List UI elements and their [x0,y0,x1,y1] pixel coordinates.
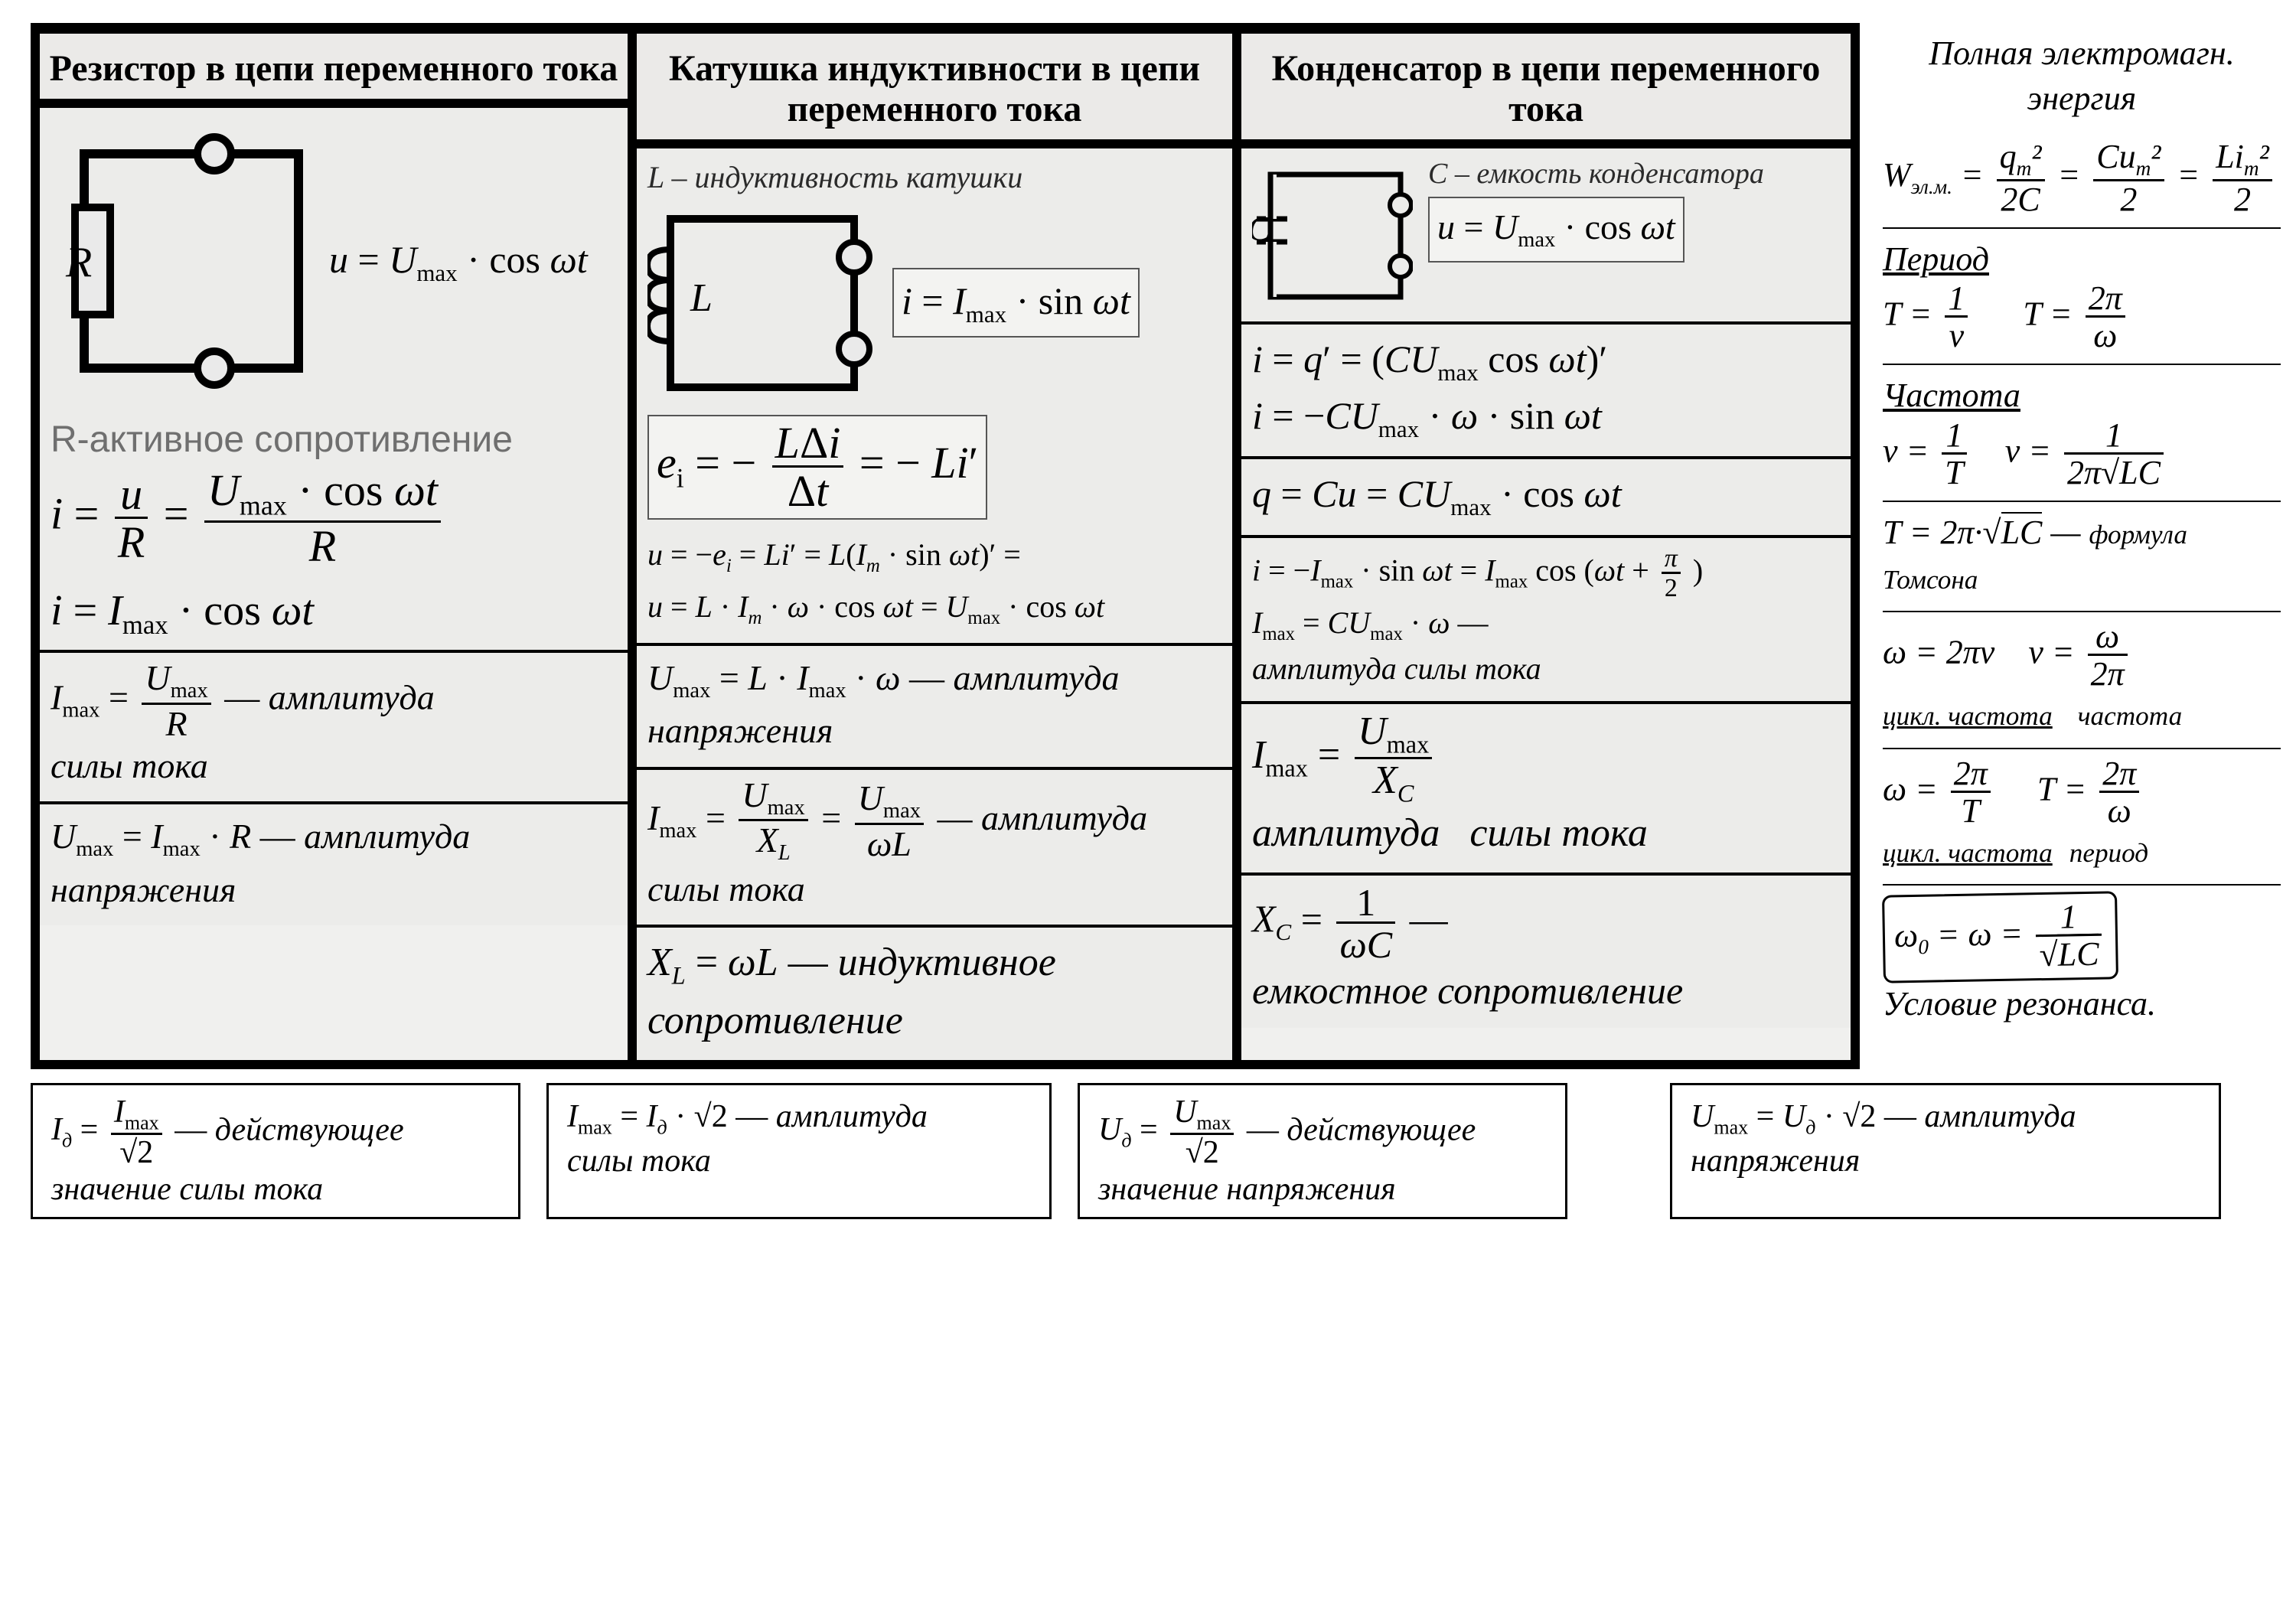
bottom-strip: Iд = Imax√2 — действующее значение силы … [31,1083,2265,1219]
cap-u-box: u = Umax · cos ωt [1428,197,1684,262]
resistor-Umax: Umax = Imax · R — амплитуда напряжения [40,804,628,925]
th-inductor: Катушка индуктивности в цепи переменного… [637,34,1232,148]
cap-diagram: С С – емкость конденсатора u = Umax · co… [1241,148,1851,325]
resistor-body: R u = Umax · cos ωt R-активное сопротивл… [40,108,628,654]
cap-XC: XC = 1ωC — емкостное сопротивление [1241,876,1851,1028]
side-energy: Wэл.м. = qm²2C = Cum²2 = Lim²2 [1883,132,2281,229]
side-thomson: T = 2π·√LC — формулаТомсона [1883,502,2281,613]
col-capacitor: Конденсатор в цепи переменного тока С [1241,34,1851,1060]
inductor-i-box: i = Imax · sin ωt [892,268,1140,337]
th-resistor: Резистор в цепи переменного тока [40,34,628,108]
resistor-i-eq2: i = Imax · cos ωt [51,581,617,644]
side-wcycl: ω = 2πν ν = ω2π цикл. частота частота [1883,612,2281,749]
circuit-resistor: R [61,131,321,391]
side-reson: ω0 = ω = 1√LC Условие резонанса. [1883,886,2281,1037]
side-title: Полная электромагн. энергия [1883,23,2281,132]
col-resistor: Резистор в цепи переменного тока R u = U… [40,34,637,1060]
cap-q: q = Cu = CUmax · cos ωt [1241,459,1851,537]
main-table: Резистор в цепи переменного тока R u = U… [31,23,1860,1069]
cap-iq: i = q′ = (CUmax cos ωt)′ i = −CUmax · ω … [1241,325,1851,460]
circuit-capacitor: С [1252,159,1413,312]
sidebar-handwritten: Полная электромагн. энергия Wэл.м. = qm²… [1860,0,2288,1069]
col-inductor: Катушка индуктивности в цепи переменного… [637,34,1241,1060]
inductor-u-deriv2: u = L · Im · ω · cos ωt = Umax · cos ωt [647,585,1221,632]
inductor-hand-L: L – индуктивность катушки [647,156,1221,199]
resistor-u-eq: u = Umax · cos ωt [329,233,588,289]
side-wT: ω = 2πT T = 2πω цикл. частота период [1883,749,2281,886]
svg-text:R: R [65,239,92,286]
side-period: Период T = 1ν T = 2πω [1883,229,2281,365]
cap-hand-C: С – емкость конденсатора [1428,159,1764,190]
inductor-u-deriv1: u = −ei = Li′ = L(Im · sin ωt)′ = [647,533,1221,580]
cap-Imax: Imax = UmaxXC амплитуда силы тока [1241,704,1851,875]
svg-text:С: С [1252,209,1272,248]
side-freq: Частота ν = 1T ν = 12π√LC [1883,365,2281,501]
inductor-Imax: Imax = UmaxXL = UmaxωL — амплитуда силы … [637,770,1232,928]
cap-i3: i = −Imax · sin ωt = Imax cos (ωt + π2 )… [1241,538,1851,705]
th-capacitor: Конденсатор в цепи переменного тока [1241,34,1851,148]
circuit-inductor: L [647,204,877,403]
bottom-Imax: Imax = Iд · √2 — амплитуда силы тока [546,1083,1052,1219]
bottom-Id: Iд = Imax√2 — действующее значение силы … [31,1083,520,1219]
bottom-Ud: Uд = Umax√2 — действующее значение напря… [1078,1083,1567,1219]
resistor-R-label: R-активное сопротивление [51,419,617,461]
inductor-ei: ei = − LΔiΔt = − Li′ [647,415,987,520]
bottom-Umax: Umax = Uд · √2 — амплитуда напряжения [1670,1083,2221,1219]
resistor-i-eq1: i = uR = Umax · cos ωtR [51,468,617,569]
inductor-diagram: L – индуктивность катушки L i = Imax · s… [637,148,1232,643]
inductor-Umax: Umax = L · Imax · ω — амплитуда напряжен… [637,643,1232,770]
inductor-XL: XL = ωL — индуктивноесопротивление [637,928,1232,1059]
resistor-Imax: Imax = UmaxR — амплитуда силы тока [40,653,628,804]
svg-text:L: L [690,276,713,320]
